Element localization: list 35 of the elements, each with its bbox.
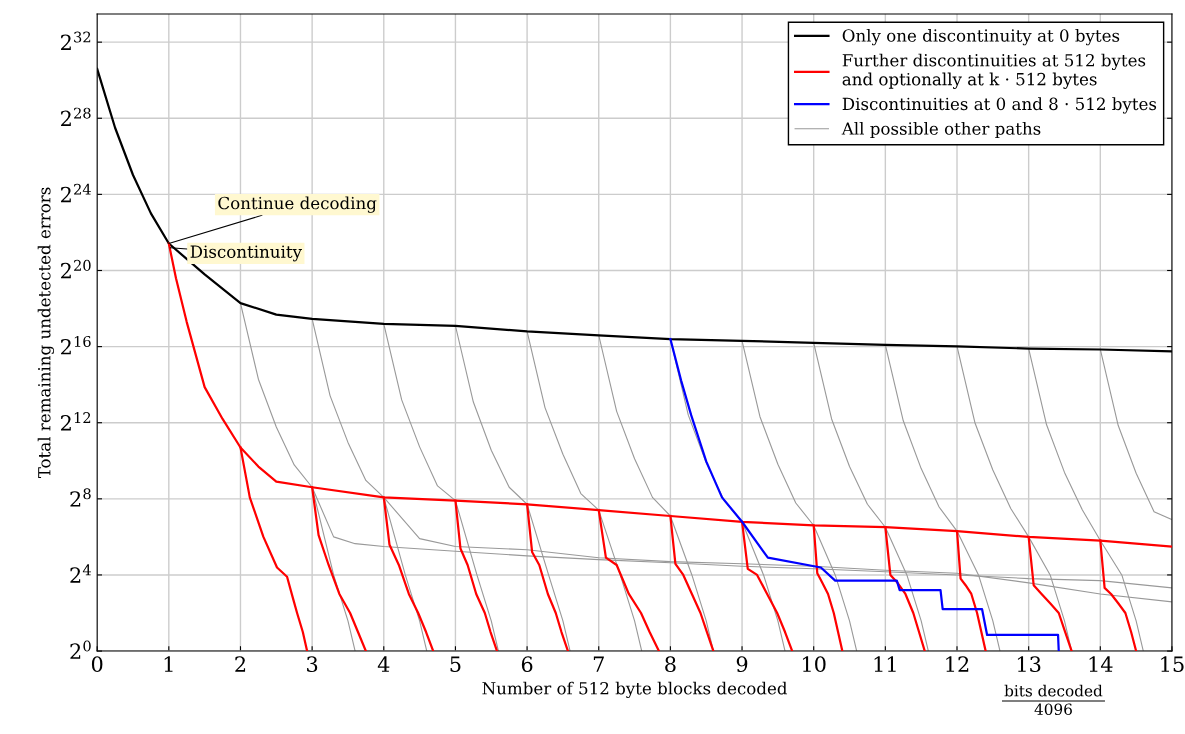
y-tick-label: 2$^{8}$ (70, 488, 91, 507)
x-axis-title: Number of 512 byte blocks decoded (482, 681, 788, 698)
x-tick-label: 12 (946, 656, 969, 672)
y-tick-label: 2$^{24}$ (61, 183, 91, 203)
x-tick-label: 10 (802, 656, 826, 673)
y-tick-label: 2$^{28}$ (61, 107, 91, 127)
annotation: Continue decoding (218, 196, 377, 213)
y-axis-title: Total remaining undetected errors (37, 187, 55, 479)
annotation: Discontinuity (190, 245, 302, 262)
x-tick-label: 2 (235, 656, 246, 672)
x-tick-label: 4 (377, 656, 390, 672)
x-tick-label: 0 (91, 656, 103, 673)
legend-label: Further discontinuities at 512 bytes and optionally at k · 512 bytes (842, 53, 1146, 89)
x-tick-label: 8 (665, 656, 676, 673)
y-tick-label: 2$^{0}$ (70, 640, 91, 659)
x-tick-label: 1 (164, 656, 173, 672)
y-tick-label: 2$^{16}$ (61, 335, 91, 355)
x-tick-label: 6 (521, 656, 533, 673)
y-tick-label: 2$^{4}$ (70, 564, 91, 583)
x-tick-label: 15 (1161, 656, 1184, 673)
x-tick-label: 14 (1089, 656, 1113, 672)
x-tick-label: 3 (307, 656, 318, 673)
text: 4096 (1034, 703, 1072, 715)
legend-label: Only one discontinuity at 0 bytes (842, 28, 1120, 46)
x-tick-label: 9 (736, 656, 748, 673)
x-tick-label: 7 (593, 656, 604, 672)
y-tick-label: 2$^{12}$ (61, 412, 91, 431)
y-tick-label: 2$^{32}$ (61, 31, 91, 50)
x-tick-label: 11 (874, 656, 896, 672)
x-tick-label: 5 (450, 656, 461, 673)
legend-label: All possible other paths (841, 121, 1041, 139)
y-tick-label: 2$^{20}$ (61, 259, 91, 279)
legend-label: Discontinuities at 0 and 8 · 512 bytes (842, 97, 1157, 114)
text: bits decoded (1004, 684, 1103, 697)
x-tick-label: 13 (1017, 656, 1041, 673)
